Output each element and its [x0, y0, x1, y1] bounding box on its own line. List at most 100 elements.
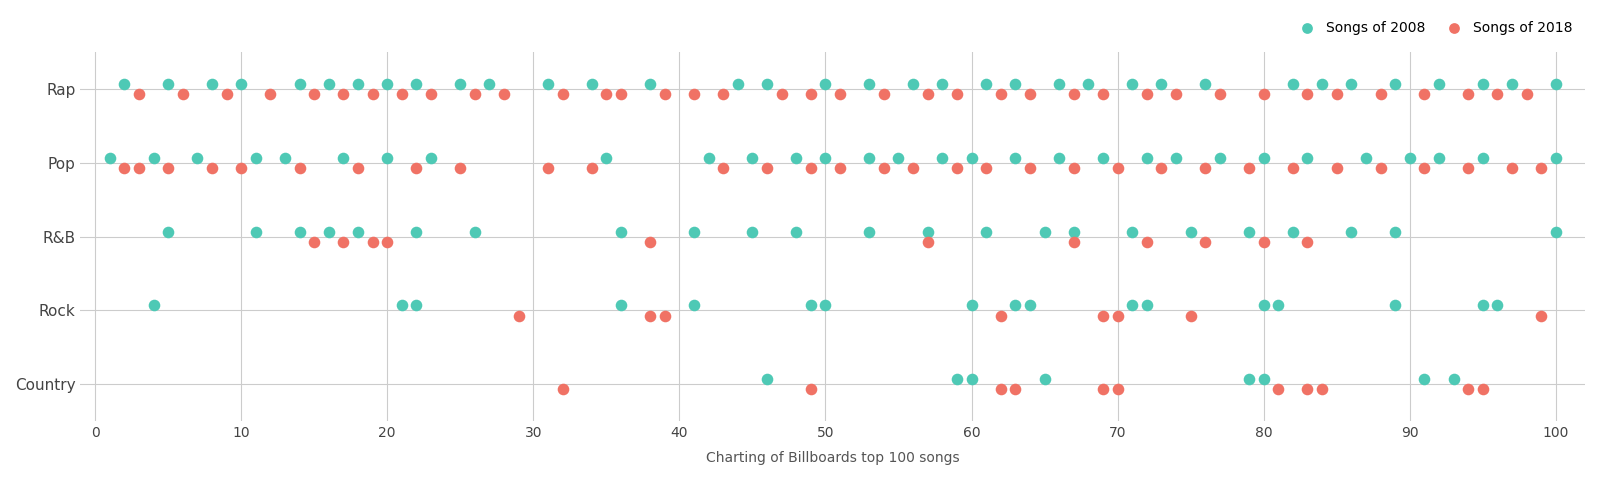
- Point: [987, 91, 1013, 98]
- Point: [141, 154, 166, 162]
- Point: [608, 228, 634, 235]
- Point: [1178, 312, 1203, 320]
- Point: [346, 228, 371, 235]
- Point: [710, 164, 736, 172]
- Point: [1266, 385, 1291, 393]
- Point: [1003, 80, 1029, 88]
- Point: [1003, 301, 1029, 309]
- Point: [813, 154, 838, 162]
- Point: [915, 91, 941, 98]
- Point: [534, 164, 560, 172]
- Point: [682, 228, 707, 235]
- Point: [1237, 228, 1262, 235]
- Point: [1411, 91, 1437, 98]
- Point: [725, 80, 750, 88]
- Point: [594, 154, 619, 162]
- Point: [1061, 91, 1086, 98]
- Point: [944, 91, 970, 98]
- Point: [1456, 91, 1482, 98]
- Point: [374, 154, 400, 162]
- Point: [126, 164, 152, 172]
- Point: [331, 91, 357, 98]
- Point: [1163, 91, 1189, 98]
- Point: [784, 154, 810, 162]
- Point: [1309, 385, 1334, 393]
- Point: [1499, 80, 1525, 88]
- Point: [1294, 91, 1320, 98]
- Point: [1104, 385, 1130, 393]
- Point: [374, 238, 400, 246]
- Point: [1470, 301, 1496, 309]
- Point: [1280, 228, 1306, 235]
- Point: [360, 238, 386, 246]
- Point: [856, 154, 882, 162]
- Point: [1090, 91, 1115, 98]
- Point: [1514, 91, 1539, 98]
- Point: [1323, 164, 1349, 172]
- Point: [754, 164, 779, 172]
- Point: [1090, 385, 1115, 393]
- Point: [798, 385, 824, 393]
- Point: [1382, 301, 1408, 309]
- Point: [1237, 164, 1262, 172]
- Point: [1426, 154, 1451, 162]
- Point: [813, 301, 838, 309]
- Point: [651, 91, 677, 98]
- Point: [331, 238, 357, 246]
- Point: [870, 164, 896, 172]
- X-axis label: Charting of Billboards top 100 songs: Charting of Billboards top 100 songs: [706, 451, 960, 465]
- Point: [286, 228, 312, 235]
- Point: [1192, 164, 1218, 172]
- Point: [1440, 375, 1466, 383]
- Point: [710, 91, 736, 98]
- Point: [958, 154, 984, 162]
- Point: [798, 164, 824, 172]
- Point: [1120, 228, 1146, 235]
- Point: [784, 228, 810, 235]
- Point: [798, 91, 824, 98]
- Point: [1251, 238, 1277, 246]
- Point: [1294, 154, 1320, 162]
- Point: [403, 80, 429, 88]
- Point: [1192, 80, 1218, 88]
- Point: [682, 301, 707, 309]
- Point: [1382, 80, 1408, 88]
- Point: [1003, 154, 1029, 162]
- Point: [462, 228, 488, 235]
- Point: [1456, 164, 1482, 172]
- Point: [798, 301, 824, 309]
- Point: [243, 228, 269, 235]
- Point: [1090, 154, 1115, 162]
- Point: [346, 80, 371, 88]
- Point: [827, 164, 853, 172]
- Point: [1018, 164, 1043, 172]
- Point: [870, 91, 896, 98]
- Point: [534, 80, 560, 88]
- Point: [301, 238, 326, 246]
- Point: [418, 154, 443, 162]
- Point: [1134, 238, 1160, 246]
- Point: [1528, 164, 1554, 172]
- Point: [1266, 301, 1291, 309]
- Point: [651, 312, 677, 320]
- Point: [1456, 385, 1482, 393]
- Point: [739, 228, 765, 235]
- Point: [987, 312, 1013, 320]
- Point: [360, 91, 386, 98]
- Point: [579, 164, 605, 172]
- Point: [1368, 164, 1394, 172]
- Point: [155, 80, 181, 88]
- Point: [491, 91, 517, 98]
- Point: [448, 164, 474, 172]
- Point: [1178, 228, 1203, 235]
- Point: [1368, 91, 1394, 98]
- Point: [403, 301, 429, 309]
- Point: [1120, 80, 1146, 88]
- Point: [1061, 164, 1086, 172]
- Point: [1206, 91, 1232, 98]
- Point: [374, 80, 400, 88]
- Point: [1323, 91, 1349, 98]
- Point: [98, 154, 123, 162]
- Point: [594, 91, 619, 98]
- Point: [214, 91, 240, 98]
